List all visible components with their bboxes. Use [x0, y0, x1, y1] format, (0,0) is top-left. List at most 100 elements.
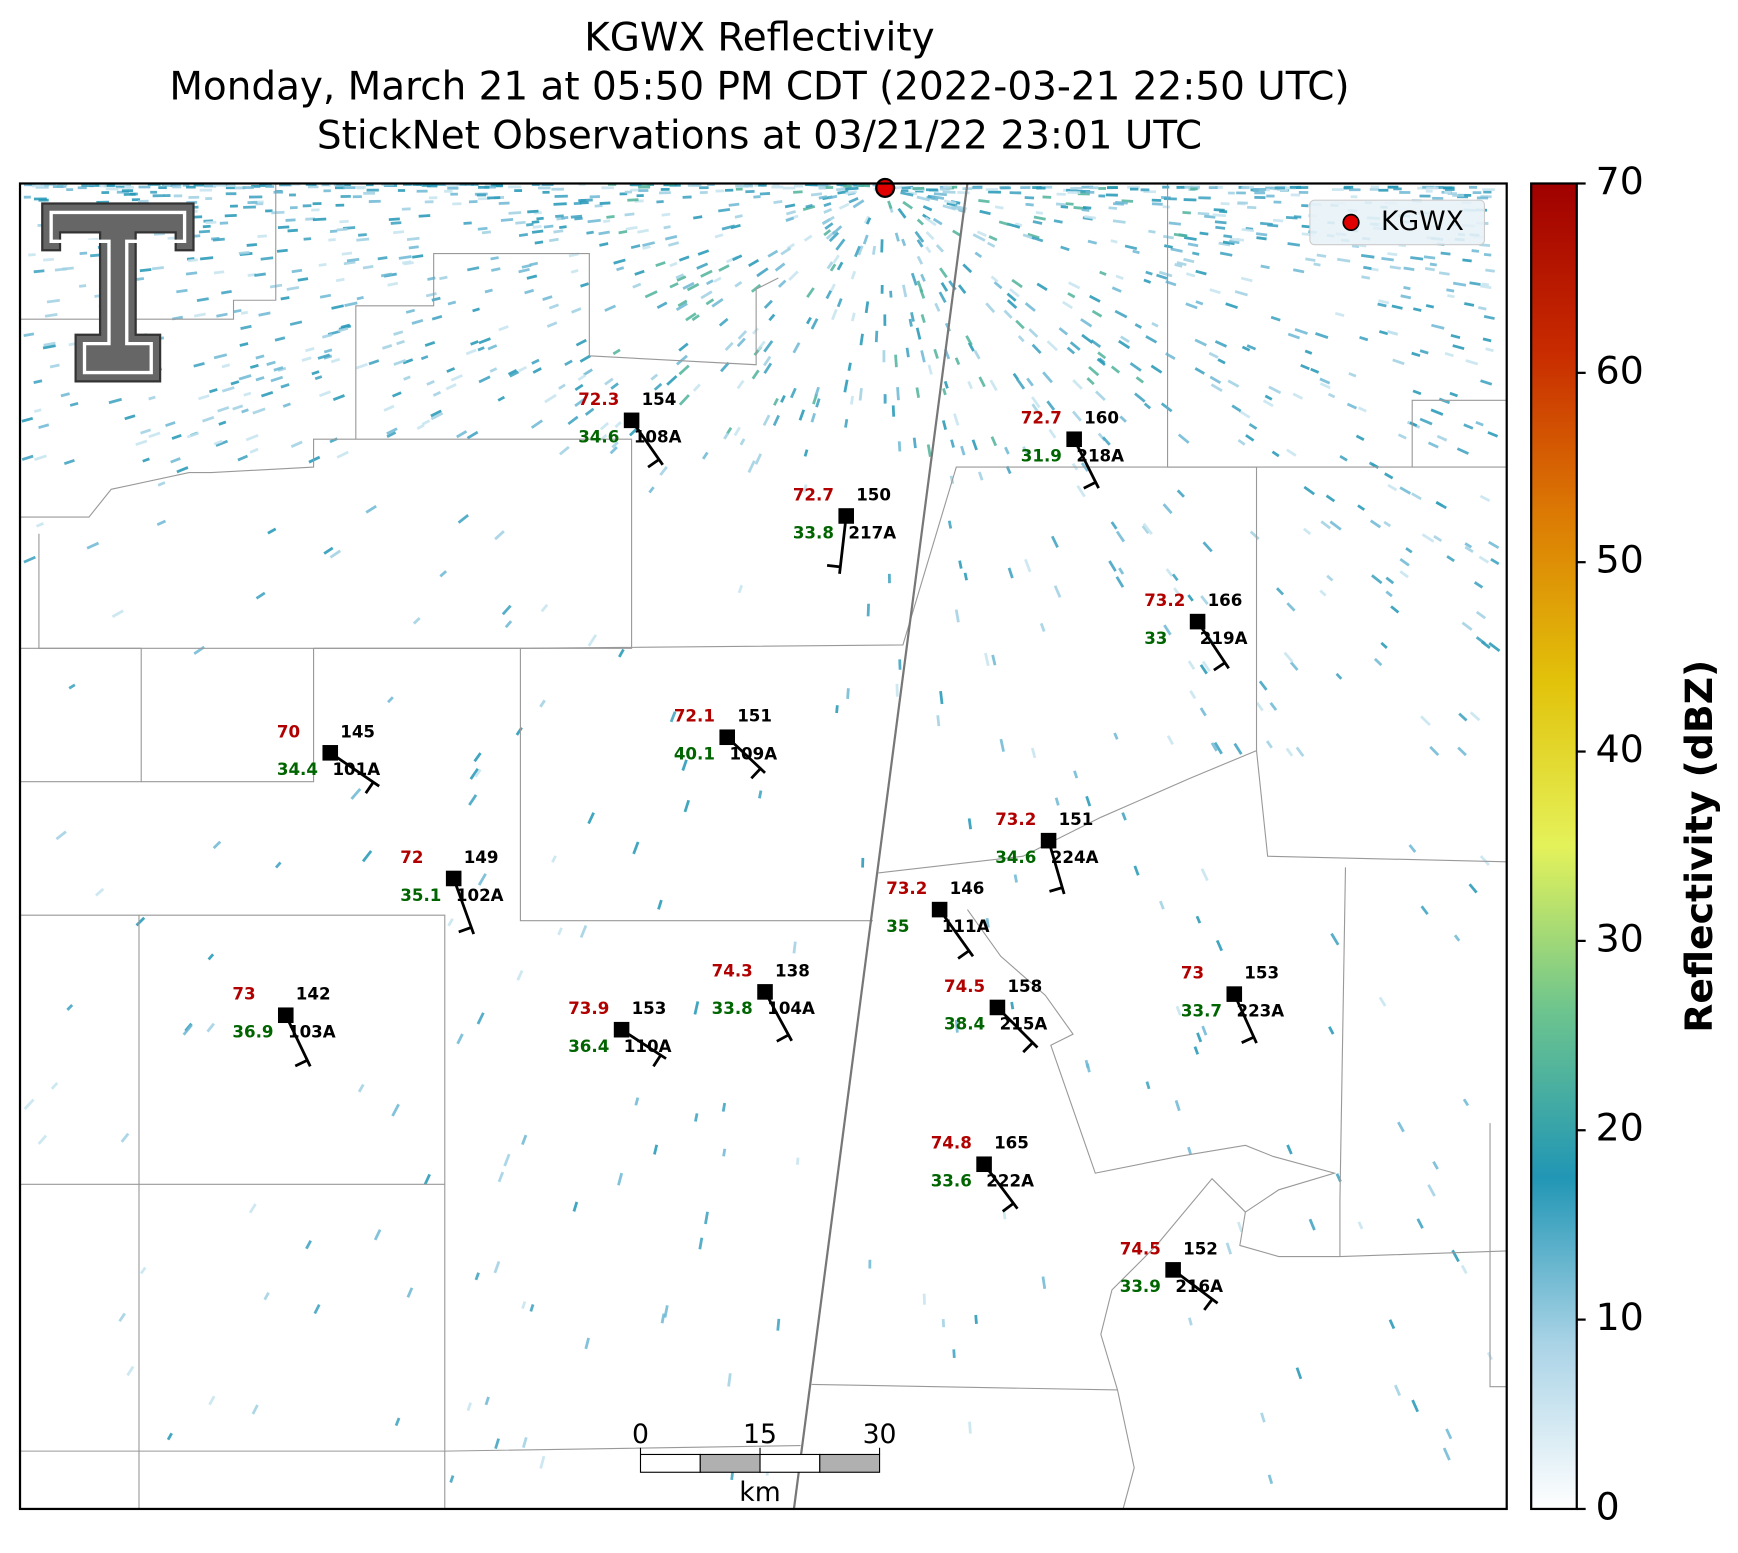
radar-echo	[583, 368, 593, 376]
radar-echo	[851, 312, 856, 322]
station-id: 111A	[942, 917, 990, 936]
radar-echo	[1456, 447, 1469, 455]
radar-echo	[1030, 747, 1037, 759]
radar-echo	[1319, 382, 1331, 390]
radar-echo	[555, 214, 564, 218]
radar-echo	[1213, 741, 1223, 755]
radar-echo	[167, 236, 177, 240]
radar-echo	[718, 317, 729, 327]
title-line: StickNet Observations at 03/21/22 23:01 …	[317, 113, 1202, 158]
radar-echo	[526, 222, 534, 227]
radar-echo	[494, 530, 505, 541]
radar-echo	[312, 202, 322, 206]
dewpoint: 34.6	[995, 848, 1036, 867]
dewpoint: 36.9	[232, 1023, 273, 1042]
radar-echo	[521, 263, 532, 269]
radar-echo	[266, 360, 276, 366]
radar-echo	[638, 189, 649, 193]
radar-echo	[958, 560, 963, 569]
radar-echo	[346, 257, 360, 263]
radar-echo	[1113, 732, 1119, 740]
radar-echo	[773, 397, 779, 406]
radar-echo	[1238, 409, 1251, 419]
radar-echo	[1380, 641, 1388, 649]
radar-echo	[187, 258, 198, 263]
radar-echo	[1378, 188, 1389, 192]
radar-echo	[988, 190, 1002, 194]
radar-echo	[1286, 602, 1296, 612]
radar-echo	[1162, 503, 1173, 515]
radar-echo	[1445, 1428, 1453, 1440]
radar-echo	[990, 275, 999, 283]
radar-echo	[938, 291, 947, 303]
radar-echo	[1482, 188, 1495, 191]
temperature: 72.1	[674, 707, 715, 726]
radar-echo	[527, 209, 539, 214]
radar-echo	[477, 197, 490, 201]
radar-echo	[664, 235, 678, 241]
title-line: Monday, March 21 at 05:50 PM CDT (2022-0…	[169, 64, 1349, 109]
pressure: 165	[994, 1134, 1029, 1153]
radar-echo	[1156, 273, 1168, 280]
radar-echo	[914, 230, 925, 243]
temperature: 72.3	[578, 390, 619, 409]
radar-echo	[1260, 221, 1273, 226]
radar-echo	[1102, 436, 1111, 446]
radar-echo	[1346, 402, 1358, 410]
radar-echo	[240, 324, 252, 331]
radar-echo	[1483, 253, 1492, 257]
radar-echo	[919, 288, 926, 299]
radar-echo	[314, 375, 323, 381]
radar-echo	[1436, 434, 1448, 442]
radar-echo	[265, 185, 275, 188]
radar-echo	[1025, 202, 1034, 207]
radar-echo	[1349, 188, 1361, 192]
radar-echo	[611, 441, 619, 449]
radar-echo	[979, 209, 991, 216]
radar-echo	[1024, 302, 1036, 312]
radar-echo	[630, 244, 641, 250]
radar-echo	[1089, 294, 1101, 303]
radar-echo	[473, 752, 482, 763]
radar-echo	[1233, 742, 1243, 755]
radar-echo	[902, 284, 908, 298]
radar-echo	[1399, 558, 1410, 567]
radar-echo	[343, 260, 356, 266]
radar-echo	[126, 185, 135, 189]
radar-echo	[55, 830, 67, 841]
radar-echo	[1111, 286, 1122, 293]
radar-echo	[912, 186, 925, 191]
radar-echo	[1228, 239, 1240, 245]
radar-echo	[393, 330, 404, 336]
dewpoint: 34.4	[277, 760, 318, 779]
radar-echo	[999, 738, 1005, 752]
radar-echo	[1196, 1032, 1203, 1043]
radar-echo	[1009, 191, 1022, 195]
radar-echo	[1339, 454, 1348, 462]
radar-echo	[1199, 707, 1207, 717]
radar-echo	[754, 453, 763, 465]
radar-echo	[328, 238, 336, 242]
radar-echo	[249, 447, 259, 454]
radar-echo	[1163, 624, 1172, 636]
radar-echo	[681, 759, 688, 771]
radar-echo	[772, 414, 780, 427]
radar-echo	[973, 350, 981, 360]
radar-echo	[303, 237, 312, 241]
radar-echo	[23, 1098, 35, 1110]
radar-echo	[99, 184, 107, 188]
radar-echo	[661, 212, 671, 217]
radar-echo	[843, 184, 852, 188]
radar-echo	[694, 1113, 699, 1122]
radar-echo	[660, 1313, 666, 1324]
radar-echo	[642, 241, 655, 247]
radar-echo	[1132, 249, 1140, 255]
radar-echo	[676, 275, 687, 282]
radar-echo	[118, 1312, 126, 1323]
colorbar-tick-label: 20	[1596, 1106, 1644, 1150]
radar-echo	[829, 283, 836, 293]
radar-echo	[1219, 209, 1228, 214]
radar-echo	[874, 330, 879, 343]
radar-echo	[831, 308, 838, 321]
radar-echo	[739, 438, 746, 446]
